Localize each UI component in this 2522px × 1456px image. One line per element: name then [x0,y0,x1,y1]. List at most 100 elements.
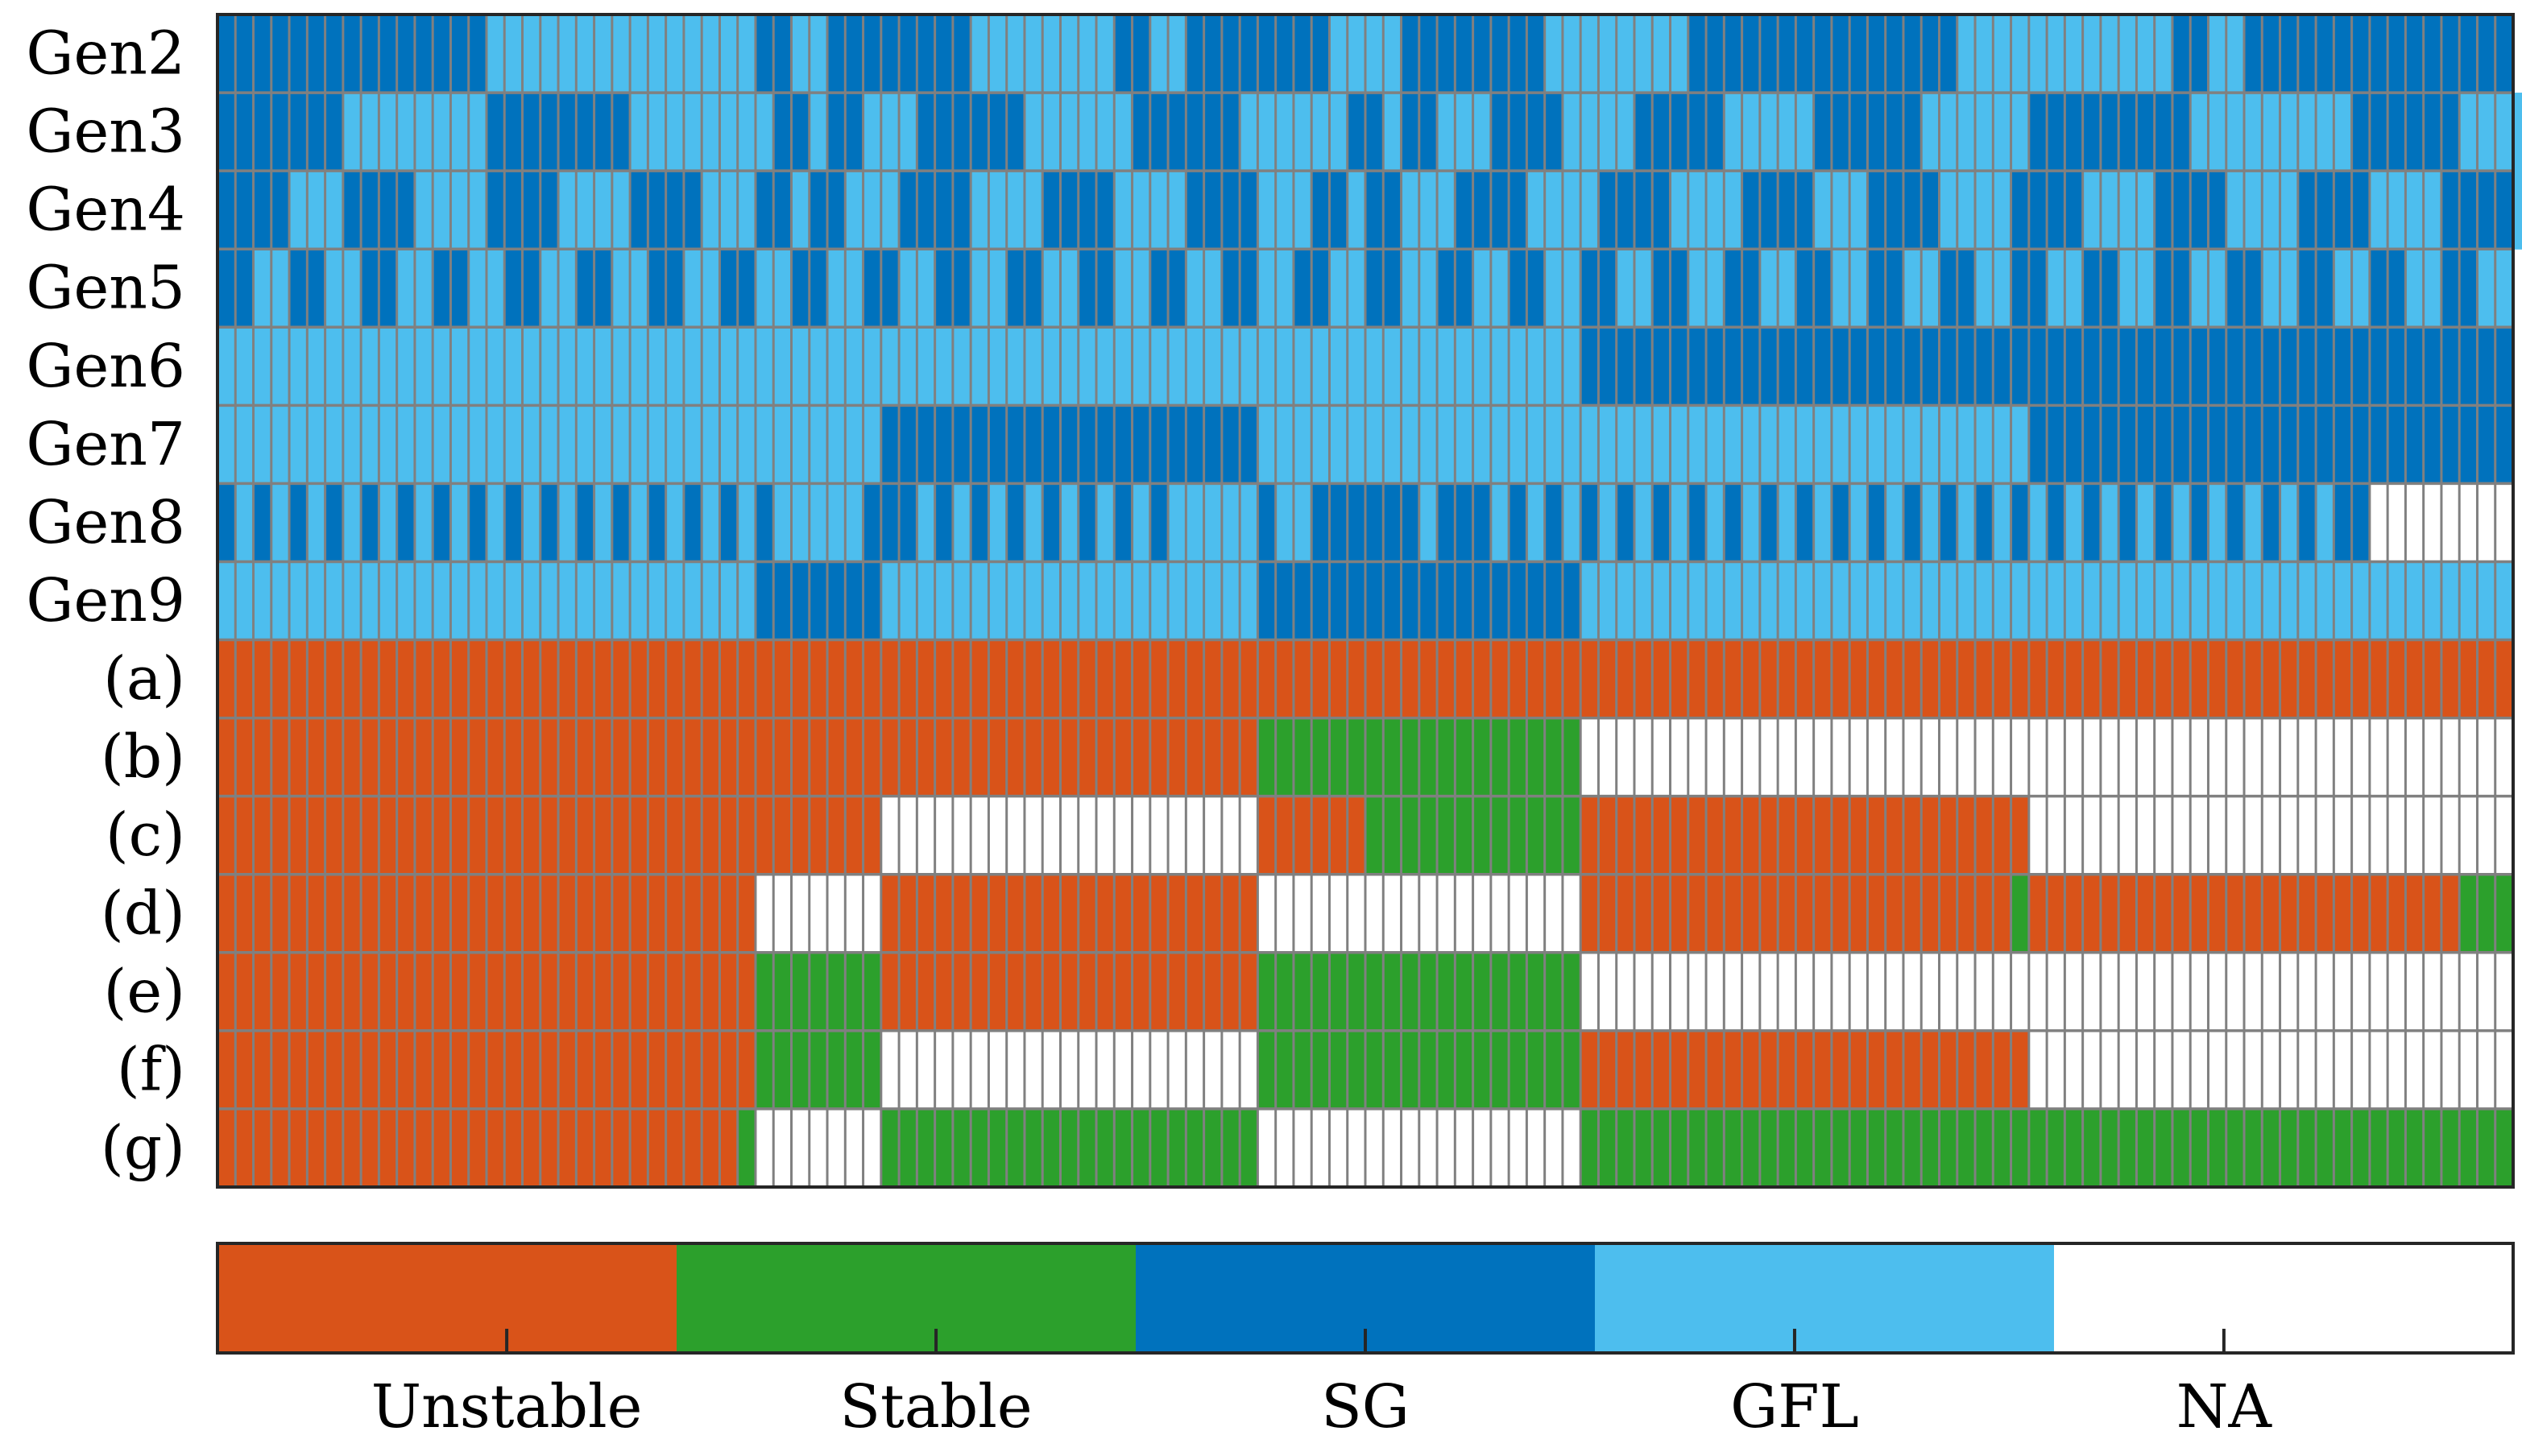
cell-run-gen4-gfl [289,171,344,250]
cell-run-gen8-gfl [450,483,470,563]
row-label-gen7: Gen7 [26,410,185,479]
cell-run-gen8-sg [971,483,990,563]
cell-run-gen8-sg [683,483,702,563]
cell-run-gen8-sg [2297,483,2317,563]
cell-run-gen8-gfl [1096,483,1115,563]
cell-run-gen3-sg [2028,93,2191,172]
colorbar-tick-label-sg: SG [1321,1372,1410,1442]
row-label-c: (c) [106,800,185,870]
row-label-e: (e) [103,957,185,1026]
row-label-gen4: Gen4 [26,176,185,245]
cell-run-gen8-gfl [1490,483,1509,563]
cell-run-gen8-gfl [988,483,1008,563]
cell-run-gen8-sg [433,483,452,563]
cell-run-gen8-sg [289,483,308,563]
cell-run-gen8-gfl [342,483,362,563]
cell-run-gen4-gfl [1347,171,1366,250]
cell-run-e-stable [755,952,882,1032]
cell-run-f-na [2028,1030,2514,1110]
cell-run-gen4-gfl [2513,171,2522,250]
cell-run-gen8-gfl [1634,483,1653,563]
cell-run-gen8-gfl [558,483,577,563]
cell-run-gen8-gfl [2316,483,2334,563]
cell-run-gen8-sg [2047,483,2065,563]
cell-run-gen8-sg [2226,483,2245,563]
colorbar-segment-unstable [217,1243,677,1353]
cell-run-gen8-sg [217,483,236,563]
cell-run-gen8-gfl [1813,483,1832,563]
cell-run-gen8-sg [2190,483,2209,563]
row-label-a: (a) [103,644,185,714]
cell-run-gen8-sg [2082,483,2102,563]
cell-run-gen8-gfl [522,483,541,563]
cell-run-gen8-sg [2011,483,2030,563]
cell-run-gen8-gfl [1993,483,2012,563]
cell-run-gen8-gfl [2280,483,2299,563]
cell-run-gen8-gfl [1849,483,1869,563]
row-label-f: (f) [117,1035,185,1104]
colorbar: Unstable Stable SG GFL NA [216,1242,2515,1442]
cell-run-gen8-gfl [1957,483,1976,563]
cell-run-gen8-gfl [2100,483,2119,563]
heatmap-grid-horizontal [217,91,2513,1111]
cell-run-gen8-gfl [1921,483,1940,563]
cell-run-gen4-gfl [791,171,810,250]
cell-run-gen8-sg [1688,483,1707,563]
cell-run-gen8-gfl [379,483,398,563]
cell-run-gen8-sg [576,483,595,563]
cell-run-gen8-gfl [665,483,685,563]
cell-run-gen8-gfl [630,483,648,563]
cell-run-gen8-gfl [1706,483,1725,563]
cell-run-gen3-sg [1634,93,1725,172]
cell-run-gen8-gfl [307,483,326,563]
cell-run-gen8-sg [1114,483,1133,563]
row-label-g: (g) [101,1113,185,1182]
cell-run-gen4-gfl [1813,171,1869,250]
cell-run-gen8-sg [934,483,954,563]
cell-run-gen8-sg [1759,483,1779,563]
colorbar-segment-gfl [1595,1243,2055,1353]
cell-run-gen7-sg [880,405,1259,484]
cell-run-gen3-gfl [1724,93,1815,172]
row-labels: Gen2 Gen3 Gen4 Gen5 Gen6 Gen7 Gen8 Gen9 (a) (b) (c… [26,19,185,1183]
cell-run-f-stable [755,1030,882,1110]
cell-run-gen8-gfl [1168,483,1259,563]
cell-run-gen8-gfl [2244,483,2263,563]
cell-run-gen8-sg [2154,483,2173,563]
row-label-gen5: Gen5 [26,254,185,323]
colorbar-tick-label-unstable: Unstable [371,1372,643,1442]
cell-run-gen4-gfl [845,171,900,250]
cell-run-gen8-gfl [1562,483,1581,563]
cell-run-gen8-sg [719,483,739,563]
cell-run-gen8-sg [1903,483,1922,563]
cell-run-gen8-gfl [594,483,613,563]
cell-run-gen8-sg [253,483,272,563]
cell-run-gen7-gfl [1257,405,2030,484]
cell-run-gen3-gfl [809,93,828,172]
heatmap-frame [216,13,2515,1189]
cell-run-gen8-gfl [917,483,936,563]
cell-run-gen9-sg [755,561,882,641]
cell-run-gen2-sg [1688,14,1958,93]
cell-run-gen8-sg [1042,483,1062,563]
cell-run-gen3-gfl [1383,93,1402,172]
cell-run-gen8-sg [504,483,524,563]
cell-run-gen8-sg [1975,483,1994,563]
row-label-gen8: Gen8 [26,488,185,557]
cell-run-f-unstable [1580,1030,2030,1110]
cell-run-c-na [2028,796,2514,875]
cell-run-gen8-gfl [1132,483,1151,563]
cell-run-gen8-sg [1652,483,1671,563]
cell-run-gen8-gfl [773,483,864,563]
cell-run-gen8-sg [1006,483,1025,563]
cell-run-gen3-gfl [2190,93,2353,172]
cell-run-gen8-gfl [952,483,971,563]
cell-run-g-unstable [217,1108,739,1188]
cell-run-gen8-gfl [2208,483,2227,563]
cell-run-gen8-gfl [486,483,505,563]
row-label-d: (d) [101,879,185,948]
cell-run-gen8-sg [540,483,559,563]
colorbar-segment-na [2054,1243,2514,1353]
cell-run-gen8-gfl [1060,483,1079,563]
cell-run-gen8-sg [468,483,487,563]
